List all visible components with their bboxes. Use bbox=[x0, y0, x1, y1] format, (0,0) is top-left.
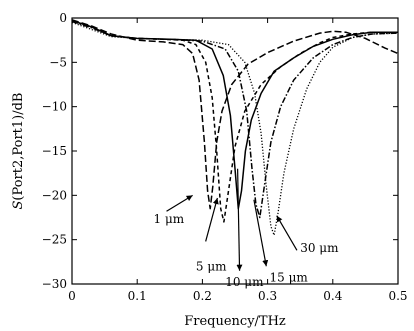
y-axis-title-rest: (Port2,Port1)/dB bbox=[11, 93, 26, 201]
y-tick-label: −25 bbox=[42, 233, 67, 247]
y-tick-label: −15 bbox=[42, 144, 67, 158]
annotation-label: 5 μm bbox=[196, 260, 227, 274]
series-line bbox=[71, 21, 399, 236]
y-axis-title: S(Port2,Port1)/dB bbox=[11, 93, 26, 210]
tick-marks: 0 0.1 0.2 0.3 0.4 0.5 0 −5 −10 −15 −20 −25 −30 bbox=[42, 11, 408, 303]
y-tick-label: −10 bbox=[42, 100, 67, 114]
x-tick-label: 0.1 bbox=[128, 289, 147, 303]
annotation-label: 30 μm bbox=[300, 241, 339, 255]
annotation-arrow bbox=[276, 215, 298, 251]
x-tick-label: 0.2 bbox=[193, 289, 212, 303]
annotation-arrow bbox=[166, 194, 193, 212]
plot-area: 0 0.1 0.2 0.3 0.4 0.5 0 −5 −10 −15 −20 −25 −30 1 μm 5 … bbox=[42, 11, 408, 303]
annotation-arrow bbox=[253, 199, 269, 267]
x-tick-label: 0.3 bbox=[258, 289, 277, 303]
annotation-arrow bbox=[236, 168, 243, 271]
series-lines bbox=[71, 19, 399, 236]
annotation-label: 1 μm bbox=[154, 212, 185, 226]
y-tick-label: −30 bbox=[42, 277, 67, 291]
y-tick-label: −20 bbox=[42, 188, 67, 202]
annotation-label: 15 μm bbox=[270, 270, 309, 284]
annotation-label: 10 μm bbox=[225, 275, 264, 289]
x-tick-label: 0 bbox=[68, 289, 76, 303]
x-tick-label: 0.5 bbox=[388, 289, 407, 303]
y-axis-title-symbol: S bbox=[11, 200, 26, 209]
y-tick-label: 0 bbox=[59, 11, 67, 25]
series-line bbox=[71, 19, 399, 210]
series-line bbox=[71, 20, 399, 219]
series-line bbox=[71, 19, 398, 210]
annotation-arrow bbox=[205, 197, 219, 242]
plot-frame bbox=[71, 17, 399, 285]
y-tick-label: −5 bbox=[49, 55, 67, 69]
x-tick-label: 0.4 bbox=[323, 289, 342, 303]
x-axis-title: Frequency/THz bbox=[184, 314, 286, 329]
